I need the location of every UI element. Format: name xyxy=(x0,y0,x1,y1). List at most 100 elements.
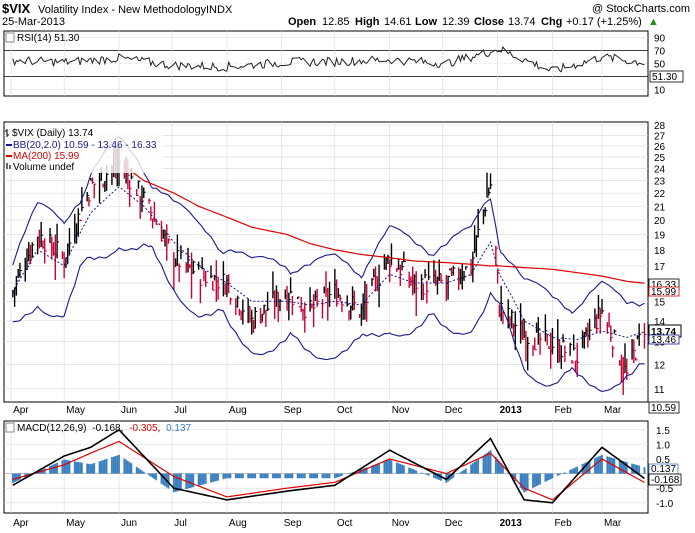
histogram-bar xyxy=(238,473,241,479)
histogram-bar xyxy=(17,473,20,481)
chg-label: Chg xyxy=(541,16,562,28)
bb-upper-tag-text: 16.33 xyxy=(651,280,676,291)
histogram-bar xyxy=(348,473,350,474)
histogram-bar xyxy=(571,469,573,474)
histogram-bar xyxy=(43,468,46,474)
histogram-bar xyxy=(279,473,281,479)
ma-tag xyxy=(648,286,680,297)
month-label: Dec xyxy=(445,518,463,529)
histogram-bar xyxy=(546,473,549,481)
histogram-bar xyxy=(68,460,71,474)
histogram-bar xyxy=(222,473,225,480)
histogram-bar xyxy=(142,471,145,474)
month-label: 2013 xyxy=(500,405,523,416)
histogram-bar xyxy=(273,473,276,479)
macd-legend: MACD(12,26,9) -0.168, -0.305, 0.137 xyxy=(17,423,192,434)
macd-tick-label: -1.0 xyxy=(656,499,674,510)
rsi-tick-label: 70 xyxy=(654,47,666,58)
ma-legend: MA(200) 15.99 xyxy=(13,151,80,162)
histogram-bar xyxy=(422,473,425,474)
date-axis-middle: Apr May Jun Jul Aug Sep Oct Nov Dec 2013 Feb Mar xyxy=(13,405,622,416)
histogram-bar xyxy=(388,459,391,474)
chart-symbol: $VIX xyxy=(2,1,31,16)
chg-value: +0.17 (+1.25%) xyxy=(566,16,642,28)
histogram-bar xyxy=(433,473,435,478)
histogram-bar xyxy=(111,457,113,474)
histogram-bar xyxy=(263,473,265,479)
histogram-bar xyxy=(93,463,96,474)
histogram-bar xyxy=(514,473,517,482)
month-label: Oct xyxy=(337,405,353,416)
macd-panel: 1.51.00.50.0-0.5-1.0 MACD(12,26,9) -0.16… xyxy=(3,420,682,514)
histogram-bar xyxy=(325,473,327,479)
histogram-bar xyxy=(399,463,402,474)
histogram-bar xyxy=(349,472,352,474)
histogram-bar xyxy=(275,473,278,479)
histogram-bar xyxy=(73,461,76,474)
histogram-bar xyxy=(102,460,104,474)
histogram-bar xyxy=(548,473,550,480)
histogram-bar xyxy=(240,473,242,479)
histogram-bar xyxy=(77,462,80,474)
macd-hist-tag-text: 0.137 xyxy=(651,464,676,475)
histogram-bar xyxy=(118,454,120,474)
histogram-bar xyxy=(401,464,403,474)
month-label: Jul xyxy=(174,405,187,416)
volume-legend: Volume undef xyxy=(13,162,74,173)
histogram-bar xyxy=(562,473,564,474)
histogram-bar xyxy=(415,470,418,474)
histogram-bar xyxy=(215,473,218,482)
histogram-bar xyxy=(402,465,405,474)
histogram-bar xyxy=(459,472,462,474)
histogram-bar xyxy=(498,461,501,474)
histogram-bar xyxy=(643,467,646,474)
histogram-bar xyxy=(284,473,287,479)
histogram-bar xyxy=(61,460,64,474)
histogram-bar xyxy=(310,473,313,479)
macd-legend-hist: 0.137 xyxy=(166,423,191,434)
month-label: Feb xyxy=(554,518,572,529)
histogram-bar xyxy=(638,465,641,474)
histogram-bar xyxy=(227,473,230,479)
histogram-bar xyxy=(300,473,303,479)
histogram-bar xyxy=(606,456,609,474)
histogram-bar xyxy=(316,473,319,479)
histogram-bar xyxy=(425,473,428,475)
high-value: 14.61 xyxy=(384,16,412,28)
histogram-bar xyxy=(249,473,251,479)
histogram-bar xyxy=(411,469,414,474)
histogram-bar xyxy=(323,473,326,479)
histogram-bar xyxy=(217,473,219,481)
price-tick-label: 12 xyxy=(654,360,666,371)
histogram-bar xyxy=(103,459,106,474)
histogram-bar xyxy=(374,464,377,474)
histogram-bar xyxy=(264,473,267,479)
histogram-bar xyxy=(563,472,566,474)
bb-lower-tag-text: 10.59 xyxy=(651,403,676,414)
histogram-bar xyxy=(544,473,547,482)
histogram-bar xyxy=(385,460,388,474)
price-tick-label: 22 xyxy=(654,189,666,200)
histogram-bar xyxy=(594,458,596,474)
histogram-bar xyxy=(618,460,621,474)
date-axis-bottom: Apr May Jun Jul Aug Sep Oct Nov Dec 2013 Feb Mar xyxy=(13,518,622,529)
histogram-bar xyxy=(199,473,202,486)
high-label: High xyxy=(355,16,380,28)
histogram-bar xyxy=(445,473,448,483)
rsi-line xyxy=(12,45,645,73)
histogram-bar xyxy=(636,465,639,474)
histogram-bar xyxy=(372,464,375,474)
histogram-bar xyxy=(450,473,453,479)
histogram-bar xyxy=(473,461,476,474)
histogram-bar xyxy=(259,473,262,479)
close-label: Close xyxy=(474,16,504,28)
histogram-bar xyxy=(634,464,637,474)
histogram-bar xyxy=(272,473,274,479)
price-legend-main: $VIX (Daily) 13.74 xyxy=(12,128,94,139)
histogram-bar xyxy=(135,466,138,474)
month-label: Nov xyxy=(392,405,410,416)
histogram-bar xyxy=(622,461,625,474)
histogram-bar xyxy=(378,463,380,474)
histogram-bar xyxy=(420,472,423,474)
histogram-bar xyxy=(608,456,610,474)
